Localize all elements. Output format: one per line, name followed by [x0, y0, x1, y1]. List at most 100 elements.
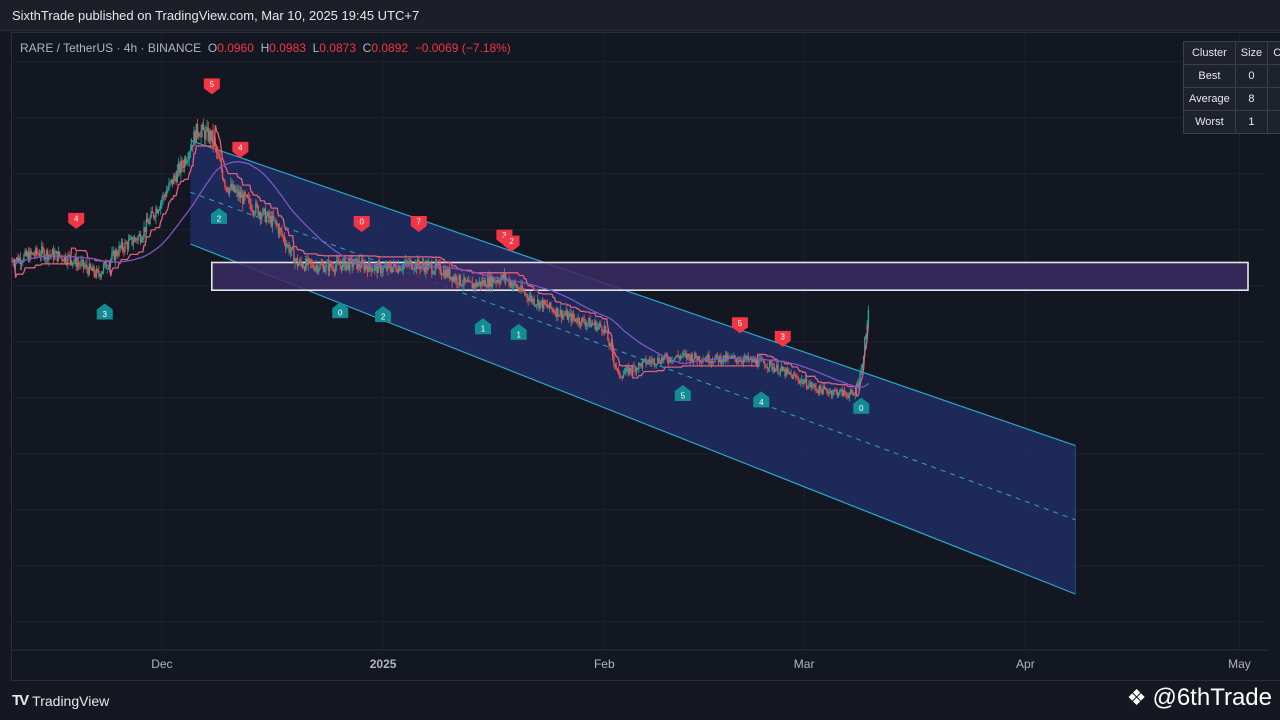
candle-body	[105, 261, 107, 269]
candle-body	[164, 195, 167, 197]
candle-body	[780, 366, 783, 370]
candle-body	[860, 367, 862, 374]
candle-body	[240, 194, 243, 198]
candle-body	[99, 274, 101, 278]
candle-body	[23, 255, 25, 262]
candle-body	[146, 218, 149, 223]
buy-signal: 3	[96, 303, 113, 320]
candle-body	[435, 262, 438, 266]
candle-body	[464, 277, 466, 282]
candle-body	[420, 265, 422, 270]
candle-body	[811, 386, 814, 388]
candle-body	[864, 337, 866, 357]
candle-body	[339, 265, 341, 266]
candle-body	[70, 260, 73, 265]
candle-body	[391, 267, 394, 273]
candle-body	[677, 354, 679, 357]
candle-body	[559, 309, 562, 316]
candle-body	[55, 251, 57, 254]
candle-body	[558, 315, 560, 317]
candle-body	[451, 276, 453, 282]
candle-body	[115, 250, 118, 256]
candle-body	[526, 294, 528, 298]
candle-body	[334, 265, 337, 272]
sell-signal-label: 3	[781, 332, 786, 341]
candle-body	[622, 374, 625, 378]
x-tick-label: Dec	[151, 657, 172, 671]
candle-body	[866, 323, 868, 335]
candle-body	[223, 178, 225, 182]
candle-body	[698, 356, 701, 362]
table-row: Worst 1	[1183, 110, 1280, 134]
candle-body	[357, 260, 359, 269]
candle-body	[639, 363, 641, 364]
candle-body	[162, 194, 164, 200]
candle-body	[820, 385, 822, 390]
candle-body	[390, 269, 393, 273]
candle-body	[293, 248, 295, 264]
sell-signal-label: 3	[502, 231, 507, 240]
candle-body	[462, 285, 464, 286]
candle-body	[664, 354, 666, 358]
candle-body	[542, 300, 545, 309]
candle-body	[214, 141, 217, 147]
candle-body	[595, 321, 597, 331]
candle-body	[270, 216, 272, 227]
candle-body	[726, 354, 728, 361]
candle-body	[140, 240, 143, 243]
candle-body	[447, 269, 450, 277]
candle-body	[506, 279, 508, 281]
sell-signal-label: 0	[359, 217, 364, 226]
candle-body	[576, 321, 578, 323]
candle-body	[182, 166, 184, 168]
candle-body	[129, 237, 131, 241]
candle-body	[33, 255, 36, 256]
candle-body	[798, 380, 801, 383]
candle-body	[604, 325, 607, 332]
candle-body	[822, 386, 824, 395]
candle-body	[645, 358, 647, 365]
candle-body	[421, 262, 424, 266]
candle-body	[701, 361, 703, 363]
candle-body	[388, 263, 390, 265]
candle-body	[454, 276, 457, 281]
candle-body	[192, 144, 194, 147]
candle-body	[322, 264, 325, 272]
candle-body	[520, 284, 522, 291]
candle-body	[459, 274, 462, 285]
tradingview-brand: TradingView	[32, 692, 110, 709]
candle-body	[716, 354, 719, 357]
buy-signal: 1	[475, 318, 491, 335]
candle-body	[321, 264, 324, 265]
candle-body	[282, 235, 284, 237]
candle-body	[841, 389, 843, 396]
candle-body	[243, 192, 245, 205]
candle-body	[734, 355, 736, 359]
candle-body	[849, 390, 852, 395]
candle-body	[258, 212, 261, 216]
candle-body	[227, 190, 230, 194]
open-value: 0.0960	[217, 41, 254, 55]
candle-body	[833, 389, 835, 394]
candle-body	[83, 266, 86, 268]
candle-body	[733, 355, 735, 357]
candle-body	[142, 237, 144, 241]
candle-body	[37, 253, 39, 255]
candle-body	[231, 183, 233, 190]
candle-body	[299, 260, 301, 264]
candle-body	[514, 281, 516, 285]
candle-body	[337, 259, 339, 262]
table-row: Best 0	[1183, 64, 1280, 88]
candle-body	[62, 260, 64, 262]
candle-body	[443, 269, 445, 276]
candle-body	[608, 340, 610, 347]
candle-body	[508, 279, 510, 286]
candle-body	[472, 283, 475, 289]
tradingview-logo[interactable]: TV TradingView	[12, 692, 109, 709]
moving-average-line	[11, 161, 869, 388]
close-value: 0.0892	[371, 41, 409, 55]
candle-body	[340, 265, 343, 271]
author-watermark: ❖ @6thTrade	[1127, 684, 1272, 712]
candle-body	[271, 215, 274, 227]
